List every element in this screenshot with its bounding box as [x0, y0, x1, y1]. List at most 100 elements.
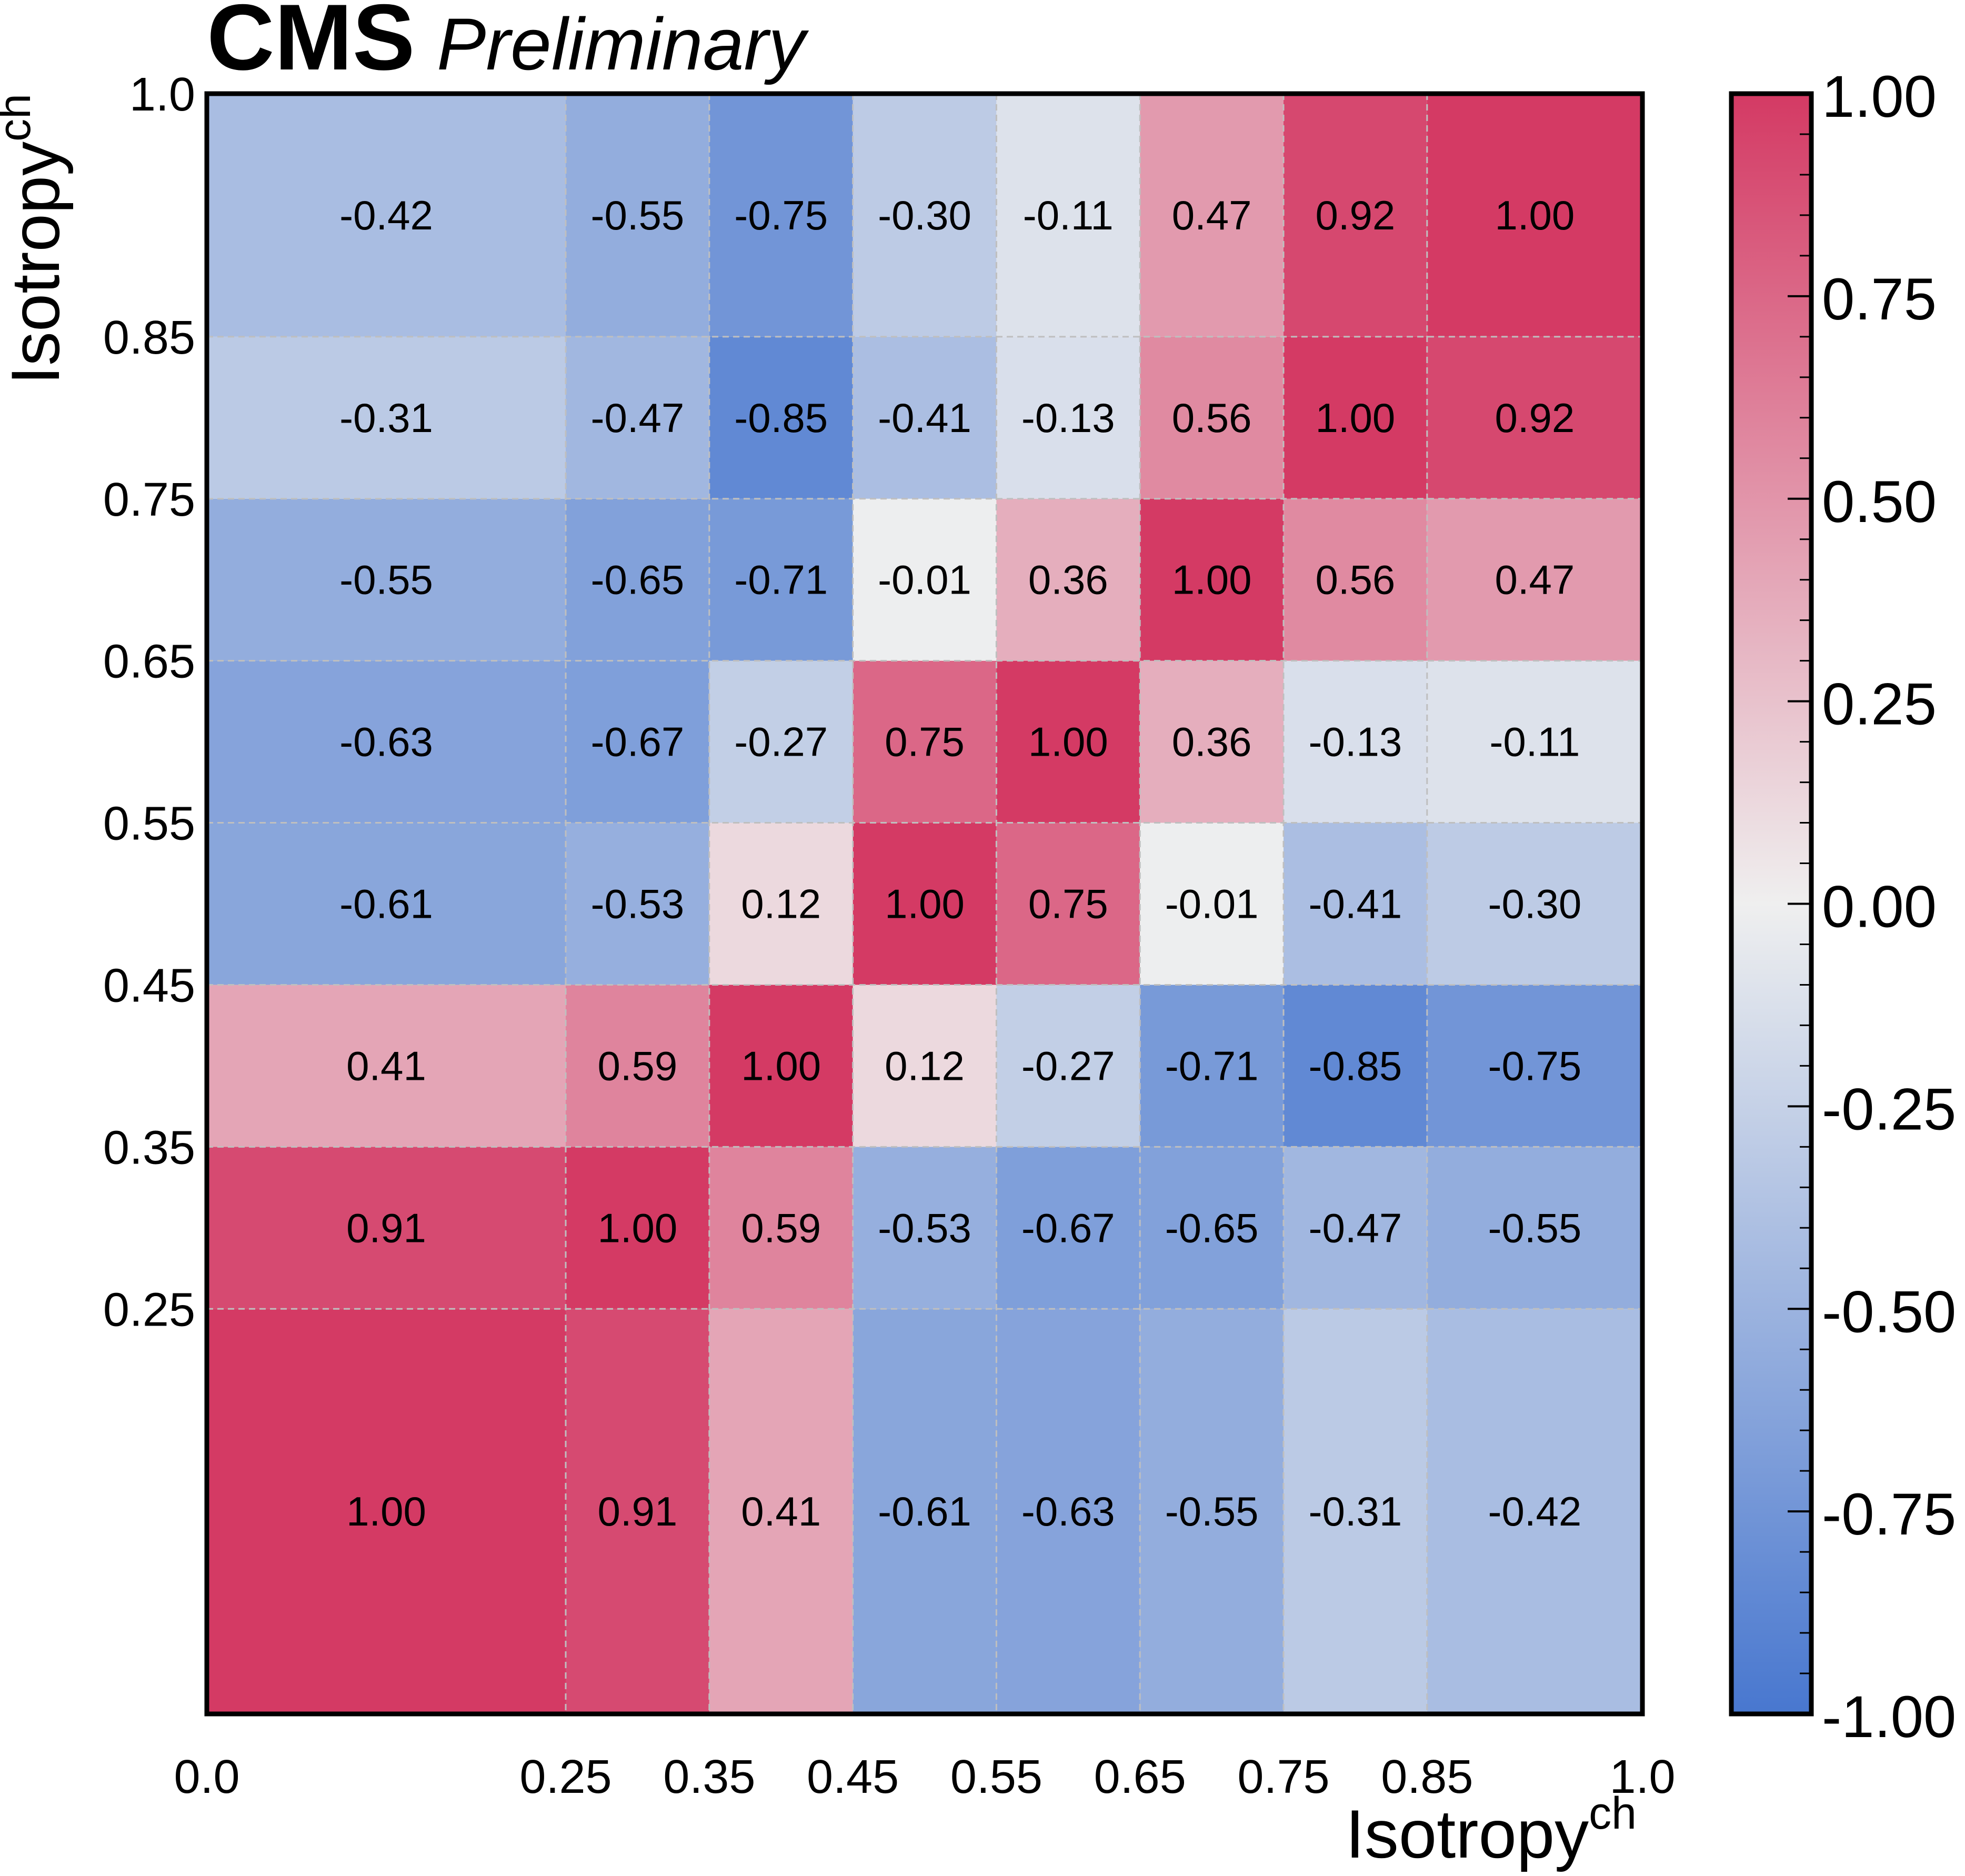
heatmap-value-labels: 1.00 0.91 0.41 -0.61 -0.63 -0.55 -0.31 -0.42 0.9…: [339, 192, 1581, 1534]
heatmap-cell-r3-c5: [1140, 822, 1284, 985]
x-axis-title: Isotropych: [1346, 1788, 1637, 1872]
cell-value-label: -0.11: [1023, 192, 1114, 238]
heatmap-cell-r1-c5: [1140, 1147, 1284, 1309]
heatmap-cell-r4-c7: [1427, 660, 1642, 823]
cell-value-label: -0.61: [339, 881, 433, 927]
heatmap-cell-r4-c1: [566, 660, 709, 823]
heatmap-cell-r0-c6: [1284, 1309, 1427, 1714]
heatmap-cell-r7-c5: [1140, 94, 1284, 337]
cell-value-label: 1.00: [1028, 719, 1108, 765]
cell-value-label: -0.71: [1165, 1042, 1259, 1089]
cell-value-label: 0.75: [885, 719, 965, 765]
x-tick-label: 0.55: [950, 1751, 1042, 1803]
heatmap-cell-r1-c3: [853, 1147, 997, 1309]
heatmap-cell-r4-c5: [1140, 660, 1284, 823]
heatmap-cell-r1-c0: [207, 1147, 566, 1309]
heatmap-cell-r6-c0: [207, 336, 566, 499]
heatmap-cell-r4-c0: [207, 660, 566, 823]
cell-value-label: -0.75: [734, 192, 828, 238]
y-tick-label: 0.55: [103, 798, 195, 850]
cell-value-label: -0.75: [1488, 1042, 1582, 1089]
heatmap-cell-r4-c2: [709, 660, 853, 823]
heatmap-cell-r7-c2: [709, 94, 853, 337]
heatmap-cell-r7-c7: [1427, 94, 1642, 337]
colorbar-tick-label: -1.00: [1822, 1684, 1956, 1750]
plot-frame: [204, 91, 1645, 1717]
x-tick-label: 0.25: [519, 1751, 611, 1803]
cell-value-label: -0.47: [1309, 1205, 1402, 1251]
cell-value-label: -0.47: [591, 395, 685, 441]
heatmap-cell-r3-c4: [996, 822, 1140, 985]
cell-value-label: 1.00: [597, 1205, 677, 1251]
colorbar-tick-label: 0.00: [1822, 874, 1937, 940]
chart-title: CMS Preliminary: [207, 0, 809, 89]
heatmap-cell-r1-c2: [709, 1147, 853, 1309]
heatmap-cell-r2-c7: [1427, 985, 1642, 1147]
heatmap-cell-r1-c7: [1427, 1147, 1642, 1309]
heatmap-cell-r7-c0: [207, 94, 566, 337]
cell-value-label: 0.36: [1028, 557, 1108, 603]
x-tick-label: 0.45: [807, 1751, 899, 1803]
heatmap-cell-r2-c2: [709, 985, 853, 1147]
y-axis-title: Isotropych: [0, 94, 74, 385]
cell-value-label: 1.00: [1315, 395, 1395, 441]
cell-value-label: -0.67: [1021, 1205, 1115, 1251]
heatmap-cell-r4-c3: [853, 660, 997, 823]
heatmap-cell-r2-c5: [1140, 985, 1284, 1147]
cell-value-label: 1.00: [1495, 192, 1575, 238]
cell-value-label: -0.55: [339, 557, 433, 603]
heatmap-cell-r4-c4: [996, 660, 1140, 823]
heatmap-cell-r3-c2: [709, 822, 853, 985]
cell-value-label: -0.41: [1309, 881, 1402, 927]
y-tick-label: 0.65: [103, 636, 195, 688]
heatmap-cell-r3-c7: [1427, 822, 1642, 985]
cell-value-label: 0.41: [741, 1488, 821, 1534]
heatmap-cell-r7-c6: [1284, 94, 1427, 337]
heatmap-cell-r2-c1: [566, 985, 709, 1147]
heatmap-cell-r6-c3: [853, 336, 997, 499]
heatmap-cell-r3-c1: [566, 822, 709, 985]
cell-value-label: -0.41: [878, 395, 971, 441]
cell-value-label: -0.01: [878, 557, 971, 603]
heatmap-cell-r0-c5: [1140, 1309, 1284, 1714]
cell-value-label: -0.27: [1021, 1042, 1115, 1089]
cell-value-label: -0.13: [1021, 395, 1115, 441]
heatmap-cell-r5-c5: [1140, 498, 1284, 661]
heatmap-cell-r3-c6: [1284, 822, 1427, 985]
heatmap-cell-r0-c2: [709, 1309, 853, 1714]
cell-value-label: 0.91: [597, 1488, 677, 1534]
colorbar-ticks: -1.00 -0.75 -0.50 -0.25 0.00 0.25 0.50 0.75 1.00: [1788, 64, 1956, 1750]
cell-value-label: -0.71: [734, 557, 828, 603]
heatmap-cells: [207, 94, 1642, 1714]
cell-value-label: 0.56: [1172, 395, 1252, 441]
heatmap-cell-r0-c4: [996, 1309, 1140, 1714]
y-tick-label: 0.45: [103, 959, 195, 1012]
heatmap-cell-r0-c3: [853, 1309, 997, 1714]
heatmap-cell-r5-c0: [207, 498, 566, 661]
colorbar-tick-label: 0.75: [1822, 266, 1937, 332]
heatmap-cell-r5-c7: [1427, 498, 1642, 661]
cell-value-label: 0.92: [1495, 395, 1575, 441]
heatmap-cell-r6-c6: [1284, 336, 1427, 499]
cell-value-label: 0.12: [741, 881, 821, 927]
cell-value-label: -0.61: [878, 1488, 971, 1534]
heatmap-cell-r5-c1: [566, 498, 709, 661]
heatmap-cell-r4-c6: [1284, 660, 1427, 823]
cell-value-label: -0.53: [878, 1205, 971, 1251]
x-tick-label: 1.0: [1609, 1751, 1675, 1803]
heatmap-cell-r7-c4: [996, 94, 1140, 337]
cell-value-label: 1.00: [1172, 557, 1252, 603]
heatmap-cell-r6-c4: [996, 336, 1140, 499]
x-tick-label: 0.0: [174, 1751, 239, 1803]
heatmap-cell-r5-c3: [853, 498, 997, 661]
cell-value-label: 0.56: [1315, 557, 1395, 603]
heatmap-cell-r5-c4: [996, 498, 1140, 661]
heatmap-cell-r7-c1: [566, 94, 709, 337]
cell-value-label: 0.36: [1172, 719, 1252, 765]
heatmap-cell-r5-c2: [709, 498, 853, 661]
y-tick-label: 0.35: [103, 1121, 195, 1174]
colorbar-tick-label: 0.25: [1822, 671, 1937, 737]
cell-value-label: -0.65: [1165, 1205, 1259, 1251]
cell-value-label: 0.59: [597, 1042, 677, 1089]
